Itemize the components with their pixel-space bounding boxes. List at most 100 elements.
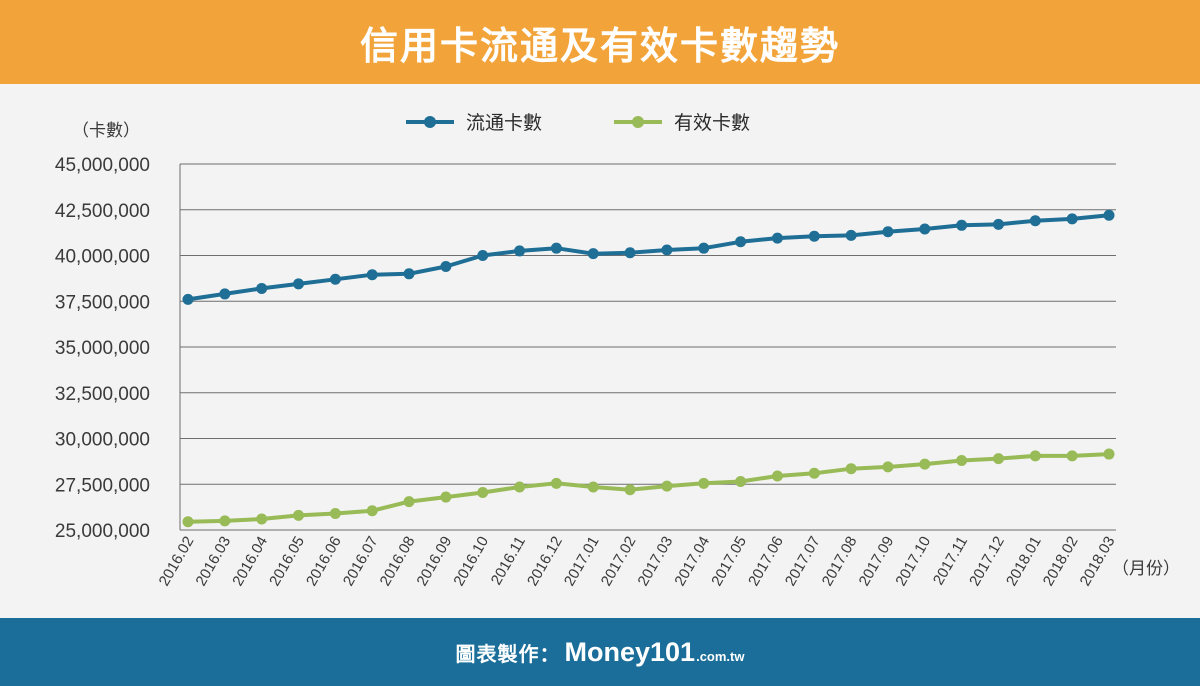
x-tick-label: 2017.01 — [561, 534, 603, 589]
data-point — [550, 242, 562, 254]
x-axis-label: （月份） — [1112, 559, 1180, 578]
data-point — [882, 461, 894, 473]
data-point — [293, 278, 305, 290]
x-tick-label: 2016.09 — [414, 534, 456, 589]
chart-area: 25,000,000 27,500,000 30,000,000 32,500,000… — [0, 84, 1200, 618]
data-point — [514, 481, 526, 493]
title-banner: 信用卡流通及有效卡數趨勢 — [0, 0, 1200, 84]
data-point — [514, 245, 526, 257]
x-tick-label: 2018.01 — [1003, 534, 1045, 589]
legend-label: 流通卡數 — [466, 112, 542, 134]
y-tick-label: 32,500,000 — [55, 384, 150, 405]
x-tick-label: 2016.11 — [488, 534, 529, 588]
data-point — [882, 226, 894, 238]
data-point — [698, 477, 710, 489]
data-point — [293, 509, 305, 521]
x-tick-label: 2017.08 — [819, 534, 861, 589]
data-point — [661, 480, 673, 492]
y-tick-label: 30,000,000 — [55, 430, 150, 451]
y-axis-label: （卡數） — [72, 121, 140, 140]
data-point — [845, 463, 857, 475]
legend-marker — [632, 116, 644, 128]
footer-bar: 圖表製作： Money101 .com.tw — [0, 618, 1200, 686]
x-tick-label: 2017.02 — [598, 534, 640, 589]
data-point — [661, 244, 673, 256]
x-tick-label: 2017.05 — [708, 534, 750, 589]
x-tick-label: 2016.12 — [524, 534, 566, 589]
y-tick-label: 27,500,000 — [55, 475, 150, 496]
legend-label: 有效卡數 — [674, 112, 750, 134]
page-title: 信用卡流通及有效卡數趨勢 — [359, 23, 840, 68]
x-tick-label: 2016.04 — [229, 534, 271, 589]
data-point — [808, 467, 820, 479]
x-tick-label: 2016.06 — [303, 534, 345, 589]
data-point — [735, 236, 747, 248]
y-tick-label: 35,000,000 — [55, 338, 150, 359]
data-point — [698, 242, 710, 254]
data-point — [329, 508, 341, 520]
brand-domain: .com.tw — [696, 649, 745, 664]
data-point — [992, 218, 1004, 230]
data-point — [366, 269, 378, 281]
x-tick-label: 2017.03 — [635, 534, 677, 589]
data-point — [1029, 215, 1041, 227]
legend-marker — [424, 116, 436, 128]
data-point — [624, 247, 636, 259]
x-tick-label: 2017.09 — [856, 534, 898, 589]
x-tick-label: 2017.04 — [671, 534, 713, 589]
x-tick-label: 2016.07 — [340, 534, 382, 589]
data-point — [587, 481, 599, 493]
y-tick-label: 37,500,000 — [55, 292, 150, 313]
data-point — [477, 250, 489, 261]
data-point — [771, 232, 783, 244]
x-tick-label: 2016.05 — [266, 534, 308, 589]
data-point — [919, 458, 931, 470]
data-point — [256, 513, 268, 525]
data-point — [440, 260, 452, 272]
data-point — [256, 282, 268, 294]
data-point — [992, 453, 1004, 465]
data-point — [182, 516, 194, 528]
data-point — [403, 496, 415, 508]
footer-credit: 圖表製作： — [455, 641, 561, 666]
y-tick-label: 42,500,000 — [55, 201, 150, 222]
data-point — [182, 293, 194, 305]
data-point — [587, 248, 599, 260]
data-point — [219, 288, 231, 300]
series-line-1 — [187, 213, 1110, 302]
x-tick-label: 2016.10 — [450, 534, 492, 589]
data-point — [919, 223, 931, 235]
data-point — [219, 515, 231, 527]
data-point — [1066, 450, 1078, 462]
y-tick-label: 25,000,000 — [55, 521, 150, 542]
data-point — [808, 230, 820, 242]
data-point — [771, 470, 783, 482]
series-line-2 — [187, 452, 1110, 524]
y-tick-label: 45,000,000 — [55, 155, 150, 176]
x-tick-label: 2017.10 — [892, 534, 934, 589]
data-point — [845, 229, 857, 241]
y-tick-label: 40,000,000 — [55, 247, 150, 268]
x-tick-label: 2016.08 — [377, 534, 419, 589]
x-tick-label: 2017.06 — [745, 534, 787, 589]
data-point — [956, 219, 968, 231]
x-tick-label: 2017.12 — [966, 534, 1008, 589]
data-point — [1066, 213, 1078, 225]
x-tick-label: 2016.02 — [156, 534, 198, 589]
data-point — [1029, 450, 1041, 462]
x-tick-label: 2017.11 — [930, 534, 971, 588]
data-point — [440, 491, 452, 503]
data-point — [403, 268, 415, 280]
data-point — [329, 273, 341, 285]
data-point — [477, 486, 489, 498]
line-chart: 25,000,000 27,500,000 30,000,000 32,500,000… — [55, 112, 1180, 589]
x-tick-label: 2016.03 — [192, 534, 234, 589]
data-point — [956, 454, 968, 466]
data-point — [1103, 448, 1115, 460]
x-tick-label: 2017.07 — [782, 534, 824, 589]
data-point — [624, 484, 636, 496]
data-point — [550, 477, 562, 489]
data-point — [366, 505, 378, 517]
brand-logo: Money101 — [564, 636, 696, 667]
data-point — [1103, 209, 1115, 221]
